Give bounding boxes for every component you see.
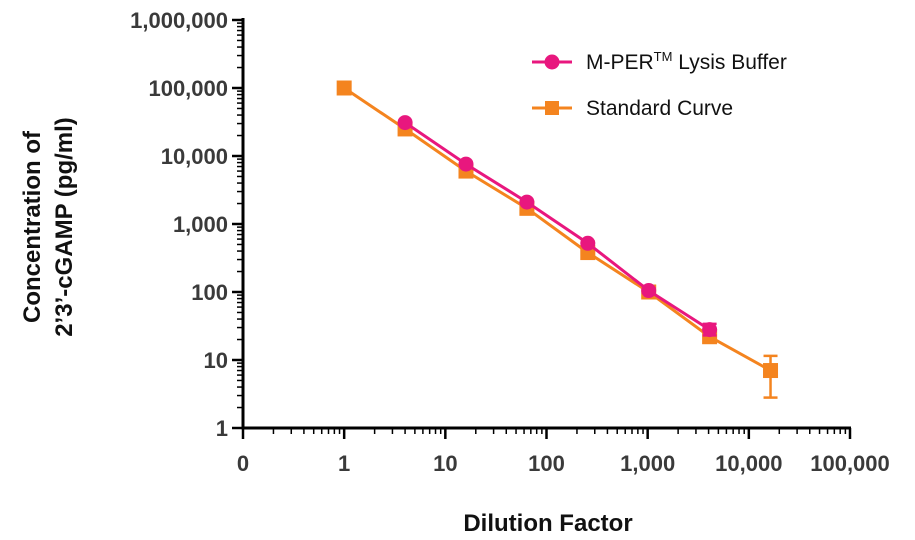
- legend-label-standard: Standard Curve: [586, 97, 733, 120]
- x-tick-label: 0: [237, 451, 249, 476]
- x-axis-title: Dilution Factor: [463, 510, 632, 537]
- legend-item-mper: M-PERTM Lysis Buffer: [532, 49, 787, 74]
- y-tick-label: 1: [216, 416, 228, 441]
- x-tick-label: 10,000: [715, 451, 782, 476]
- legend-label-mper-name: M-PER: [586, 51, 654, 74]
- y-axis-title-line-2: 2’3’-cGAMP (pg/ml): [51, 117, 78, 337]
- x-tick-label: 10: [433, 451, 457, 476]
- x-tick-label: 1,000: [620, 451, 675, 476]
- data-point-mper: [580, 235, 596, 251]
- y-tick-label: 10: [204, 348, 228, 373]
- legend-item-standard: Standard Curve: [532, 97, 733, 120]
- legend-label-mper: M-PERTM Lysis Buffer: [586, 49, 787, 74]
- data-point-standard: [763, 363, 779, 379]
- y-tick-label: 1,000,000: [130, 8, 228, 33]
- series-line-mper: [404, 121, 711, 331]
- legend-marker-standard: [545, 101, 559, 115]
- legend: M-PERTM Lysis Buffer Standard Curve: [532, 49, 787, 120]
- series-line-standard: [343, 86, 772, 372]
- legend-marker-mper: [544, 54, 560, 70]
- data-point-mper: [397, 115, 413, 131]
- data-point-mper: [702, 322, 718, 338]
- x-tick-label: 100,000: [810, 451, 890, 476]
- data-point-mper: [641, 283, 657, 299]
- data-point-mper: [458, 156, 474, 172]
- series-layer: [336, 80, 779, 399]
- y-tick-label: 1,000: [173, 212, 228, 237]
- legend-label-mper-superscript: TM: [654, 49, 673, 64]
- x-tick-label: 1: [338, 451, 350, 476]
- y-tick-label: 10,000: [161, 144, 228, 169]
- series-mper: [397, 115, 718, 338]
- y-tick-label: 100,000: [148, 76, 228, 101]
- data-point-mper: [519, 194, 535, 210]
- legend-label-mper-suffix: Lysis Buffer: [672, 51, 786, 74]
- data-point-standard: [336, 80, 352, 96]
- y-axis-title-line-1: Concentration of: [19, 130, 46, 323]
- x-tick-label: 100: [528, 451, 565, 476]
- y-tick-label: 100: [191, 280, 228, 305]
